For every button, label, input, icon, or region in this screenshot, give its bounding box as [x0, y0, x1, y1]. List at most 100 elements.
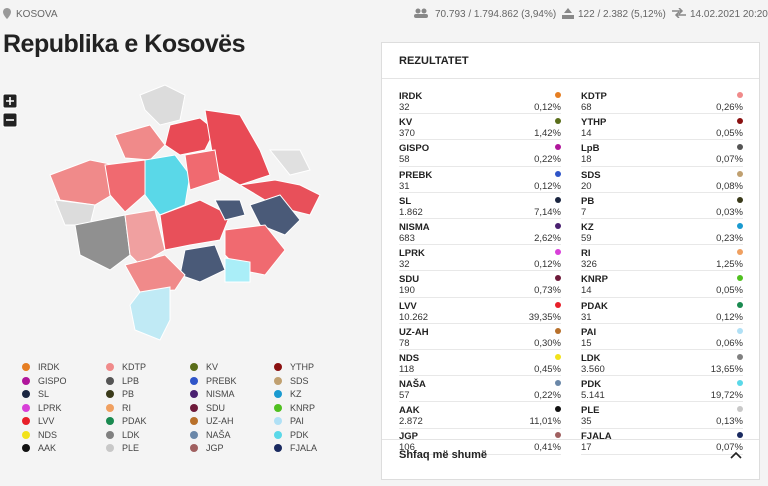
legend-item: PDK: [274, 429, 358, 442]
map: [2, 84, 321, 341]
legend-item: NAŠA: [190, 429, 274, 442]
region[interactable]: [268, 149, 311, 176]
pin-icon: [3, 8, 11, 19]
legend-swatch: [274, 390, 282, 399]
party-swatch: [555, 380, 561, 387]
party-name: IRDK: [399, 91, 423, 102]
legend-item: SDS: [274, 375, 358, 388]
region[interactable]: [179, 244, 226, 283]
show-more[interactable]: Shfaq më shumë: [399, 449, 488, 461]
party-name: PDK: [581, 379, 602, 391]
result-item: JGP 106 0,41%: [399, 429, 561, 455]
party-swatch: [737, 353, 743, 360]
votes: 35: [581, 416, 592, 428]
party-name: NISMA: [399, 221, 430, 233]
legend-label: RI: [122, 402, 131, 413]
divider: [382, 439, 759, 440]
legend-swatch: [274, 444, 282, 453]
legend-swatch: [274, 403, 282, 412]
party-swatch: [737, 249, 743, 256]
region[interactable]: [214, 199, 246, 221]
legend-swatch: [106, 376, 114, 385]
party-name: KV: [399, 117, 413, 129]
region[interactable]: [104, 159, 151, 213]
result-item: IRDK 32 0,12%: [399, 89, 561, 115]
region[interactable]: [159, 199, 231, 251]
result-item: KNRP 14 0,05%: [581, 272, 743, 298]
votes: 190: [399, 285, 415, 297]
legend-label: NISMA: [206, 389, 235, 400]
result-item: LPRK 32 0,12%: [399, 246, 561, 272]
region[interactable]: [144, 154, 191, 216]
legend-swatch: [22, 376, 30, 385]
party-swatch: [555, 222, 561, 229]
divider: [382, 78, 759, 79]
votes: 32: [399, 259, 410, 271]
percent: 1,42%: [534, 128, 561, 140]
chevron[interactable]: [730, 451, 742, 459]
party-name: NDS: [399, 352, 420, 364]
votes: 68: [581, 102, 592, 113]
region[interactable]: [184, 149, 221, 191]
party-swatch: [737, 170, 743, 177]
party-swatch: [737, 275, 743, 282]
region[interactable]: [74, 214, 131, 271]
legend-swatch: [190, 417, 198, 426]
legend-swatch: [22, 390, 30, 399]
percent: 0,12%: [534, 259, 561, 271]
legend-item: AAK: [22, 442, 106, 455]
party-name: UZ-AH: [399, 326, 429, 338]
percent: 0,13%: [716, 416, 743, 428]
result-item: PDK 5.141 19,72%: [581, 377, 743, 403]
legend-label: NAŠA: [206, 429, 231, 440]
updated: 14.02.2021 20:20: [690, 9, 768, 20]
region[interactable]: [139, 84, 186, 126]
result-item: PLE 35 0,13%: [581, 403, 743, 429]
votes: 106: [399, 442, 415, 454]
percent: 0,23%: [716, 232, 743, 244]
legend-label: JGP: [206, 443, 224, 454]
region[interactable]: [114, 124, 166, 161]
region[interactable]: [224, 257, 251, 283]
legend-item: JGP: [190, 442, 274, 455]
legend: IRDK KDTP KV YTHP GISPO LPB PREBK SDS SL PB NISMA K…: [22, 361, 358, 455]
percent: 0,41%: [534, 442, 561, 454]
party-name: PLE: [581, 405, 600, 417]
result-item: KDTP 68 0,26%: [581, 89, 743, 115]
party-name: LPRK: [399, 248, 425, 260]
party-swatch: [555, 432, 561, 439]
region[interactable]: [124, 209, 166, 266]
party-swatch: [555, 249, 561, 256]
region[interactable]: [124, 254, 186, 293]
legend-item: LVV: [22, 415, 106, 428]
legend-item: LPRK: [22, 402, 106, 415]
party-name: YTHP: [581, 117, 607, 129]
legend-item: KZ: [274, 388, 358, 401]
percent: 0,03%: [716, 206, 743, 218]
result-item: KV 370 1,42%: [399, 115, 561, 141]
region[interactable]: [204, 109, 271, 186]
result-item: KZ 59 0,23%: [581, 220, 743, 246]
legend-swatch: [22, 430, 30, 439]
result-item: PDAK 31 0,12%: [581, 299, 743, 324]
legend-item: GISPO: [22, 375, 106, 388]
party-name: LDK: [581, 352, 601, 364]
legend-item: PB: [106, 388, 190, 401]
location: KOSOVA: [16, 9, 58, 20]
legend-label: KV: [206, 362, 219, 373]
region[interactable]: [129, 286, 171, 341]
top-bar: KOSOVA 70.793 / 1.794.862 (3,94%) 122 / …: [0, 0, 768, 28]
region[interactable]: [54, 199, 96, 226]
votes: 20: [581, 180, 592, 192]
percent: 1,25%: [716, 259, 743, 271]
party-swatch: [737, 118, 743, 125]
votes: 78: [399, 337, 410, 349]
legend-label: UZ-AH: [206, 416, 234, 427]
update-icon: [672, 8, 686, 18]
panel-title: REZULTATET: [399, 55, 469, 67]
party-swatch: [555, 327, 561, 334]
percent: 0,08%: [716, 180, 743, 192]
legend-item: KV: [190, 361, 274, 374]
party-name: SDS: [581, 169, 601, 181]
percent: 19,72%: [710, 390, 743, 402]
